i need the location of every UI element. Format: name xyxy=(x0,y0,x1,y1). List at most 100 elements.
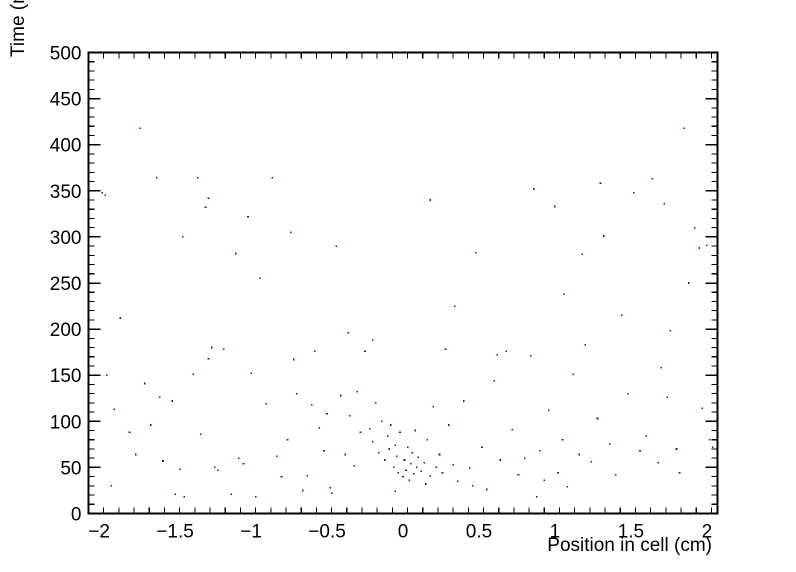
data-point xyxy=(614,473,617,476)
x-tick-label: −1.5 xyxy=(156,522,194,543)
data-point xyxy=(409,462,412,465)
data-point xyxy=(657,461,660,464)
data-point xyxy=(557,472,559,474)
data-point xyxy=(698,247,701,249)
data-point xyxy=(475,251,477,254)
data-point xyxy=(406,446,409,448)
data-point xyxy=(403,459,406,461)
data-point xyxy=(213,466,216,469)
data-point xyxy=(706,244,708,246)
data-point xyxy=(394,490,397,493)
x-axis-tick-labels: −2 −1.5 −1 −0.5 0 0.5 1 1.5 2 xyxy=(88,522,712,543)
data-point xyxy=(368,427,371,430)
data-point xyxy=(447,424,450,426)
data-point xyxy=(408,479,410,482)
y-tick-label: 200 xyxy=(50,320,82,341)
data-point xyxy=(210,346,213,349)
data-point xyxy=(543,479,546,482)
data-point xyxy=(687,282,690,284)
data-point xyxy=(247,215,249,218)
data-point xyxy=(532,188,535,190)
data-point xyxy=(265,402,268,405)
data-point xyxy=(119,317,122,319)
data-point xyxy=(627,392,629,395)
data-point xyxy=(344,453,347,456)
y-tick-label: 300 xyxy=(50,228,82,249)
data-point xyxy=(424,483,427,485)
data-point xyxy=(162,460,164,462)
data-point xyxy=(572,373,574,376)
data-point xyxy=(639,450,641,452)
data-point xyxy=(511,428,514,431)
data-point xyxy=(200,433,202,436)
data-point xyxy=(415,466,418,469)
data-points xyxy=(101,127,714,498)
data-point xyxy=(452,463,454,466)
data-point xyxy=(104,194,107,197)
data-point xyxy=(383,459,386,461)
data-point xyxy=(441,472,444,474)
data-point xyxy=(426,438,429,441)
data-point xyxy=(493,379,495,382)
y-tick-label: 100 xyxy=(50,412,82,433)
data-point xyxy=(693,226,696,229)
data-point xyxy=(554,205,556,208)
data-point xyxy=(128,431,131,434)
data-point xyxy=(561,438,564,441)
data-point xyxy=(339,394,342,397)
x-tick-label: 0 xyxy=(398,522,409,543)
data-point xyxy=(599,182,602,185)
data-point xyxy=(633,191,635,194)
data-point xyxy=(371,339,374,341)
data-point xyxy=(330,492,333,495)
data-point xyxy=(318,426,321,429)
data-point xyxy=(620,314,623,317)
data-point xyxy=(238,457,240,459)
data-point xyxy=(323,450,325,452)
data-point xyxy=(326,413,328,415)
data-point xyxy=(402,475,404,478)
data-point xyxy=(207,357,210,360)
data-point xyxy=(429,474,432,477)
data-point xyxy=(171,400,173,402)
data-point xyxy=(159,396,161,399)
data-point xyxy=(444,348,447,351)
data-point xyxy=(207,197,210,199)
data-point xyxy=(353,464,356,467)
data-point xyxy=(596,417,599,420)
data-point xyxy=(110,485,113,487)
y-axis-title: Time (ns) xyxy=(8,0,29,57)
data-point xyxy=(174,493,176,495)
data-point xyxy=(311,403,313,406)
y-tick-label: 50 xyxy=(60,458,81,479)
y-tick-label: 350 xyxy=(50,182,82,203)
y-tick-label: 500 xyxy=(50,44,82,65)
y-tick-label: 250 xyxy=(50,274,82,295)
data-point xyxy=(134,453,137,456)
data-point xyxy=(529,355,532,357)
data-point xyxy=(181,236,184,238)
data-point xyxy=(259,277,261,280)
data-point xyxy=(712,446,714,448)
data-point xyxy=(149,424,152,426)
x-tick-label: −2 xyxy=(88,522,110,543)
data-point xyxy=(669,330,672,332)
data-point xyxy=(481,446,483,448)
data-point xyxy=(420,470,423,472)
data-point xyxy=(660,367,663,369)
y-axis-tick-labels: 0 50 100 150 200 250 300 350 400 450 500 xyxy=(50,44,82,526)
data-point xyxy=(390,424,392,426)
y-tick-label: 150 xyxy=(50,366,82,387)
data-point xyxy=(538,450,541,452)
data-point xyxy=(192,373,195,376)
data-point xyxy=(414,429,416,432)
data-point xyxy=(380,420,383,423)
x-tick-label: 1 xyxy=(550,522,561,543)
data-point xyxy=(105,374,108,376)
data-point xyxy=(432,405,435,408)
data-point xyxy=(371,440,374,443)
data-point xyxy=(329,486,331,489)
x-tick-label: 2 xyxy=(702,522,713,543)
x-tick-label: −1 xyxy=(240,522,262,543)
